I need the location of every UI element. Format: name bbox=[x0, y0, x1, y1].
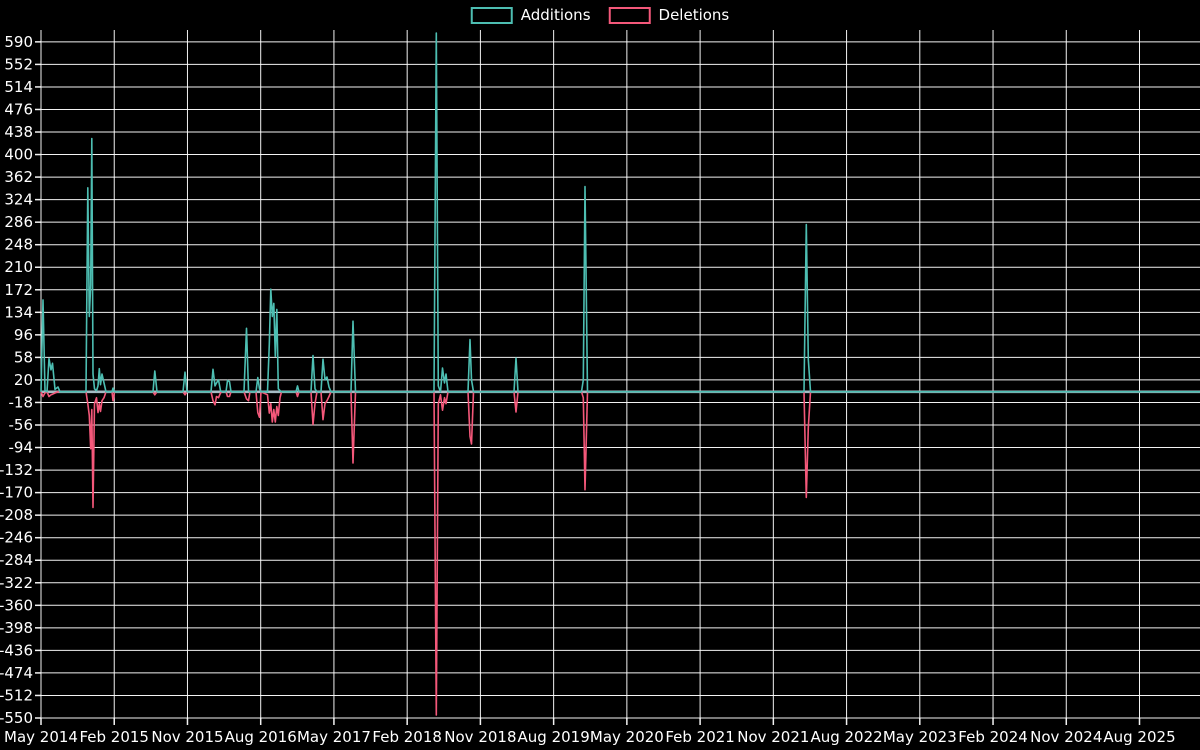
axis-tick-label: 438 bbox=[4, 123, 33, 141]
axis-tick-label: 210 bbox=[4, 258, 33, 276]
chart-legend: Additions Deletions bbox=[471, 7, 730, 24]
axis-tick-label: -474 bbox=[0, 664, 33, 682]
axis-tick-label: 400 bbox=[4, 146, 33, 164]
axis-tick-label: -550 bbox=[0, 709, 33, 727]
y-gridlines bbox=[35, 42, 1200, 718]
line-plot-canvas: 590 552 514 476 438 400 362 324 286 248 210 172 134 9… bbox=[0, 0, 1200, 750]
axis-tick-label: -56 bbox=[9, 416, 34, 434]
axis-tick-label: -360 bbox=[0, 596, 33, 614]
axis-tick-label: -132 bbox=[0, 461, 33, 479]
axis-tick-label: Aug 2025 bbox=[1103, 728, 1175, 746]
legend-item-additions[interactable]: Additions bbox=[471, 7, 591, 24]
axis-tick-label: Aug 2019 bbox=[518, 728, 590, 746]
y-axis-labels: 590 552 514 476 438 400 362 324 286 248 210 172 134 9… bbox=[0, 33, 33, 727]
legend-label-additions: Additions bbox=[521, 8, 591, 23]
axis-tick-label: 58 bbox=[14, 348, 33, 366]
axis-tick-label: -246 bbox=[0, 529, 33, 547]
axis-tick-label: Feb 2018 bbox=[372, 728, 442, 746]
axis-tick-label: Aug 2016 bbox=[225, 728, 297, 746]
axis-tick-label: Nov 2021 bbox=[737, 728, 809, 746]
axis-tick-label: 286 bbox=[4, 213, 33, 231]
axis-tick-label: 362 bbox=[4, 168, 33, 186]
additions-swatch-icon bbox=[471, 7, 513, 24]
axis-tick-label: 514 bbox=[4, 78, 33, 96]
axis-tick-label: 552 bbox=[4, 55, 33, 73]
axis-tick-label: -398 bbox=[0, 619, 33, 637]
axis-tick-label: Nov 2015 bbox=[151, 728, 223, 746]
axis-tick-label: -18 bbox=[9, 393, 34, 411]
axis-tick-label: Nov 2018 bbox=[444, 728, 516, 746]
axis-tick-label: 476 bbox=[4, 100, 33, 118]
axis-tick-label: -322 bbox=[0, 574, 33, 592]
axis-tick-label: 324 bbox=[4, 191, 33, 209]
axis-tick-label: 172 bbox=[4, 281, 33, 299]
axis-tick-label: 248 bbox=[4, 236, 33, 254]
x-gridlines bbox=[41, 30, 1140, 725]
axis-tick-label: May 2017 bbox=[297, 728, 371, 746]
axis-tick-label: 20 bbox=[14, 371, 33, 389]
legend-label-deletions: Deletions bbox=[659, 8, 730, 23]
deletions-swatch-icon bbox=[609, 7, 651, 24]
axis-tick-label: Feb 2021 bbox=[665, 728, 735, 746]
axis-tick-label: Nov 2024 bbox=[1030, 728, 1102, 746]
axis-tick-label: -512 bbox=[0, 686, 33, 704]
axis-tick-label: 96 bbox=[14, 326, 33, 344]
axis-tick-label: Feb 2024 bbox=[958, 728, 1028, 746]
x-axis-labels: May 2014Feb 2015Nov 2015Aug 2016May 2017… bbox=[4, 728, 1176, 746]
axis-tick-label: -94 bbox=[9, 439, 34, 457]
contributions-chart: Additions Deletions 590 552 514 476 438 400 36… bbox=[0, 0, 1200, 750]
axis-tick-label: -208 bbox=[0, 506, 33, 524]
axis-tick-label: Feb 2015 bbox=[79, 728, 149, 746]
axis-tick-label: 134 bbox=[4, 303, 33, 321]
axis-tick-label: -436 bbox=[0, 641, 33, 659]
axis-tick-label: -284 bbox=[0, 551, 33, 569]
deletions-line bbox=[41, 392, 1200, 715]
axis-tick-label: -170 bbox=[0, 484, 33, 502]
axis-tick-label: May 2020 bbox=[590, 728, 664, 746]
legend-item-deletions[interactable]: Deletions bbox=[609, 7, 730, 24]
axis-tick-label: May 2014 bbox=[4, 728, 78, 746]
axis-tick-label: 590 bbox=[4, 33, 33, 51]
axis-tick-label: Aug 2022 bbox=[810, 728, 882, 746]
axis-tick-label: May 2023 bbox=[883, 728, 957, 746]
